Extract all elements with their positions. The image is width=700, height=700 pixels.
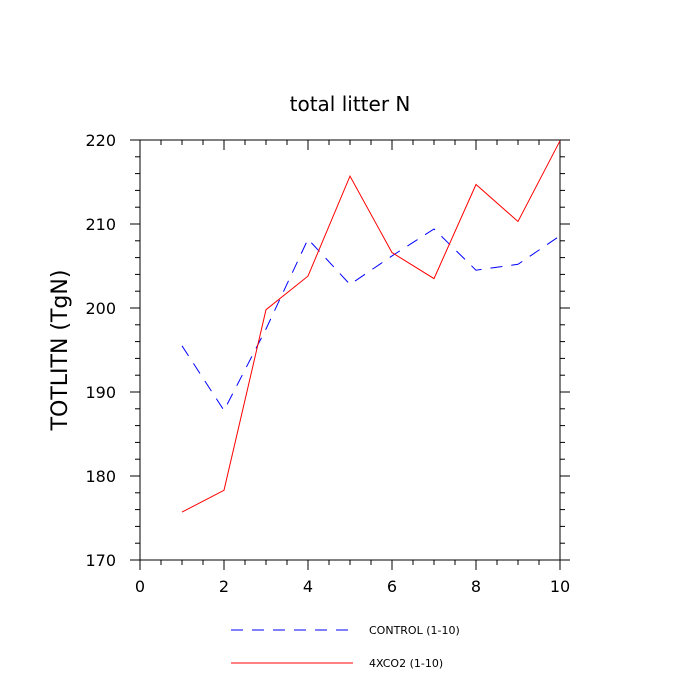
y-axis-label: TOTLITN (TgN): [48, 270, 73, 432]
x-tick-label: 0: [135, 577, 145, 596]
series-line-1: [181, 140, 561, 513]
y-tick-label: 190: [85, 383, 116, 402]
y-axis-ticks: [130, 139, 570, 561]
x-tick-label: 8: [471, 577, 481, 596]
y-axis-tick-labels: 170 180 190 200 210 220: [85, 131, 116, 570]
series-line-0: [181, 228, 561, 412]
x-tick-label: 2: [219, 577, 229, 596]
y-tick-label: 220: [85, 131, 116, 150]
x-tick-label: 6: [387, 577, 397, 596]
x-tick-label: 4: [303, 577, 313, 596]
y-tick-label: 200: [85, 299, 116, 318]
y-tick-label: 170: [85, 551, 116, 570]
x-axis-ticks: [139, 140, 561, 570]
x-tick-label: 10: [550, 577, 570, 596]
chart-title: total litter N: [290, 92, 411, 116]
series-lines: [181, 140, 561, 513]
legend-label-1: 4XCO2 (1-10): [369, 657, 443, 670]
y-tick-label: 180: [85, 467, 116, 486]
legend-label-0: CONTROL (1-10): [369, 624, 460, 637]
x-axis-tick-labels: 0 2 4 6 8 10: [135, 577, 570, 596]
y-tick-label: 210: [85, 215, 116, 234]
legend: CONTROL (1-10) 4XCO2 (1-10): [231, 624, 460, 670]
